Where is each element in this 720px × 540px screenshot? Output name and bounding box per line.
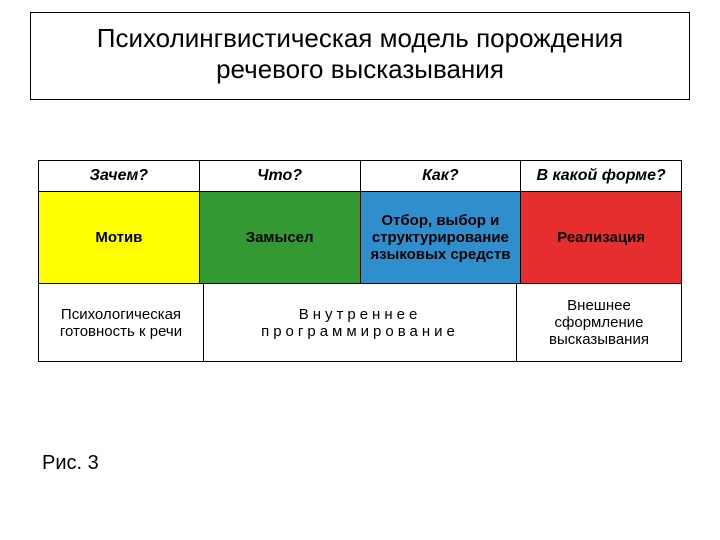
question-label: Что? — [257, 167, 302, 185]
question-label: Зачем? — [90, 167, 148, 185]
phase-label: Внутреннее программирование — [212, 306, 508, 340]
stage-cell-realization: Реализация — [520, 192, 682, 284]
title-line-2: речевого высказывания — [216, 54, 504, 84]
questions-row: Зачем? Что? Как? В какой форме? — [38, 160, 682, 192]
stage-cell-motive: Мотив — [38, 192, 199, 284]
question-label: Как? — [422, 167, 459, 185]
phase-label: Внешнее сформление высказывания — [525, 297, 673, 348]
stage-label: Замысел — [246, 229, 314, 246]
stage-cell-intent: Замысел — [199, 192, 360, 284]
question-cell: Зачем? — [38, 160, 199, 192]
phase-cell-external-form: Внешнее сформление высказывания — [516, 284, 682, 362]
model-diagram: Зачем? Что? Как? В какой форме? Мотив За… — [38, 160, 682, 362]
phase-cell-inner-programming: Внутреннее программирование — [203, 284, 516, 362]
question-cell: Как? — [360, 160, 521, 192]
title-line-1: Психолингвистическая модель порождения — [97, 23, 623, 53]
question-cell: Что? — [199, 160, 360, 192]
title-box: Психолингвистическая модель порождения р… — [30, 12, 690, 100]
figure-caption: Рис. 3 — [42, 452, 99, 475]
stage-label: Реализация — [557, 229, 645, 246]
stage-label: Мотив — [95, 229, 142, 246]
stage-cell-selection: Отбор, выбор и структурирование языковых… — [360, 192, 521, 284]
page-title: Психолингвистическая модель порождения р… — [51, 23, 669, 85]
stage-label: Отбор, выбор и структурирование языковых… — [369, 212, 513, 263]
phases-row: Психологическая готовность к речи Внутре… — [38, 284, 682, 362]
stages-row: Мотив Замысел Отбор, выбор и структуриро… — [38, 192, 682, 284]
phase-label: Психологическая готовность к речи — [47, 306, 195, 340]
phase-cell-readiness: Психологическая готовность к речи — [38, 284, 203, 362]
figure-caption-text: Рис. 3 — [42, 452, 99, 474]
question-cell: В какой форме? — [520, 160, 682, 192]
question-label: В какой форме? — [536, 167, 665, 185]
